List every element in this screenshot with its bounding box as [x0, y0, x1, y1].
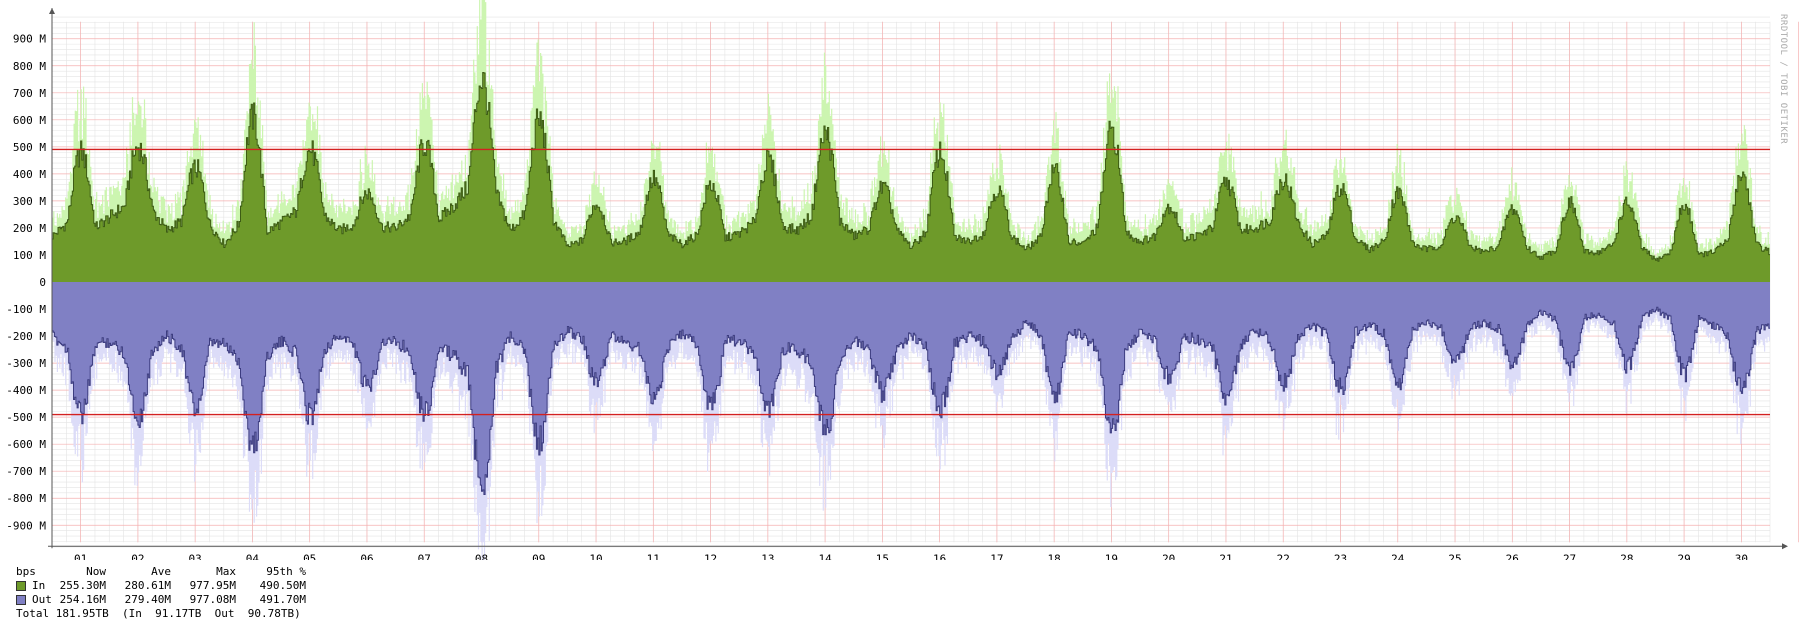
x-tick-label: 15: [876, 552, 889, 560]
legend-swatch-out: [16, 595, 26, 605]
legend-header-max: Max: [216, 565, 236, 578]
legend-out-ave: 279.40M: [124, 593, 171, 606]
y-tick-label: 400 M: [13, 168, 46, 181]
legend-row-out: Out 254.16M 279.40M 977.08M 491.70M: [16, 593, 306, 607]
x-tick-label: 22: [1277, 552, 1290, 560]
y-tick-label: -900 M: [6, 519, 46, 532]
y-tick-label: 600 M: [13, 114, 46, 127]
x-tick-label: 10: [589, 552, 602, 560]
y-tick-label: -400 M: [6, 384, 46, 397]
rrdtool-watermark: RRDTOOL / TOBI OETIKER: [1778, 14, 1788, 145]
x-tick-label: 21: [1219, 552, 1232, 560]
x-tick-label: 23: [1334, 552, 1347, 560]
y-tick-label: 0: [39, 276, 46, 289]
y-tick-label: -200 M: [6, 330, 46, 343]
series-out-area: [52, 282, 1770, 495]
series-in-line: [52, 72, 1770, 262]
y-tick-label: -300 M: [6, 357, 46, 370]
y-tick-label: -700 M: [6, 465, 46, 478]
x-tick-label: 17: [990, 552, 1003, 560]
x-tick-label: 02: [131, 552, 144, 560]
legend-header-ave: Ave: [151, 565, 171, 578]
x-tick-label: 04: [246, 552, 260, 560]
y-tick-label: 800 M: [13, 60, 46, 73]
legend-out-now: 254.16M: [59, 593, 106, 606]
x-tick-label: 16: [933, 552, 946, 560]
y-tick-label: 200 M: [13, 222, 46, 235]
series-in-area: [52, 72, 1770, 282]
legend-total: Total 181.95TB (In 91.17TB Out 90.78TB): [16, 607, 301, 620]
legend-label-in: In: [32, 579, 46, 592]
x-tick-label: 08: [475, 552, 488, 560]
legend-out-95th: 491.70M: [259, 593, 306, 606]
legend-header-95th: 95th %: [266, 565, 306, 578]
y-tick-label: -500 M: [6, 411, 46, 424]
chart-axes: -900 M -800 M -700 M -600 M -500 M -400 M -300…: [6, 8, 1788, 560]
y-tick-label: 300 M: [13, 195, 46, 208]
legend-out-max: 977.08M: [189, 593, 236, 606]
y-tick-label: -800 M: [6, 492, 46, 505]
y-tick-label: -600 M: [6, 438, 46, 451]
legend-in-now: 255.30M: [59, 579, 106, 592]
y-axis-arrow: [49, 8, 55, 14]
x-tick-label: 19: [1105, 552, 1118, 560]
x-tick-label: 28: [1620, 552, 1633, 560]
x-tick-label: 24: [1391, 552, 1405, 560]
legend-label-out: Out: [32, 593, 52, 606]
x-tick-label: 12: [704, 552, 717, 560]
legend-total-row: Total 181.95TB (In 91.17TB Out 90.78TB): [16, 607, 306, 621]
legend-row-in: In 255.30M 280.61M 977.95M 490.50M: [16, 579, 306, 593]
y-tick-label: 900 M: [13, 33, 46, 46]
legend-in-95th: 490.50M: [259, 579, 306, 592]
legend-header: bps Now Ave Max 95th %: [16, 565, 306, 579]
x-tick-label: 05: [303, 552, 316, 560]
y-tick-label: 700 M: [13, 87, 46, 100]
x-tick-label: 27: [1563, 552, 1576, 560]
y-tick-label: 100 M: [13, 249, 46, 262]
x-tick-label: 18: [1048, 552, 1061, 560]
series-out-line: [52, 306, 1770, 495]
legend-in-max: 977.95M: [189, 579, 236, 592]
x-tick-label: 01: [74, 552, 87, 560]
percentile-lines: [52, 148, 1770, 416]
x-tick-label: 09: [532, 552, 545, 560]
x-tick-label: 20: [1162, 552, 1175, 560]
y-tick-label: -100 M: [6, 303, 46, 316]
x-tick-label: 26: [1506, 552, 1519, 560]
legend-header-unit: bps: [16, 565, 36, 578]
x-tick-label: 29: [1677, 552, 1690, 560]
x-tick-label: 25: [1448, 552, 1461, 560]
chart-areas: [52, 0, 1770, 560]
x-axis-arrow: [1782, 543, 1788, 550]
x-tick-label: 14: [818, 552, 832, 560]
y-tick-label: 500 M: [13, 141, 46, 154]
x-tick-label: 06: [360, 552, 373, 560]
traffic-chart: -900 M -800 M -700 M -600 M -500 M -400 M -300…: [6, 0, 1799, 560]
legend-in-ave: 280.61M: [124, 579, 171, 592]
x-tick-label: 11: [647, 552, 660, 560]
legend-swatch-in: [16, 581, 26, 591]
x-tick-label: 03: [189, 552, 202, 560]
x-tick-label: 07: [418, 552, 431, 560]
legend: bps Now Ave Max 95th % In 255.30M 280.61…: [16, 565, 306, 621]
x-tick-label: 13: [761, 552, 774, 560]
legend-header-now: Now: [86, 565, 106, 578]
x-tick-label: 30: [1735, 552, 1748, 560]
